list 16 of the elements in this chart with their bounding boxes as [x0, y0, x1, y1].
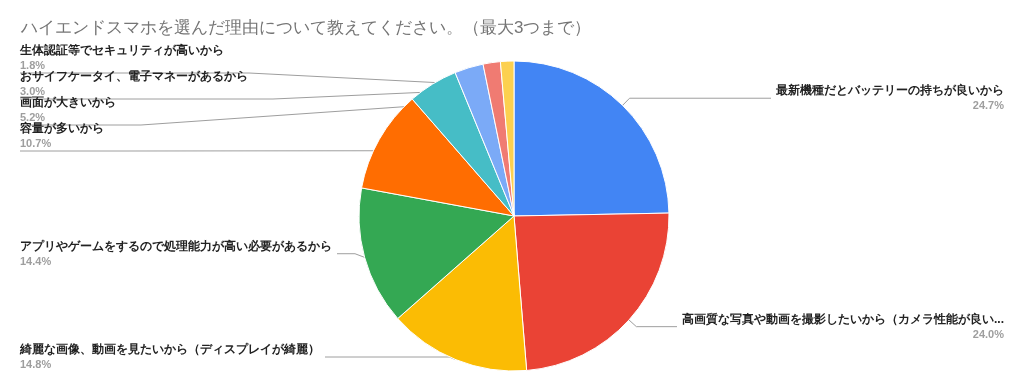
slice-label: アプリやゲームをするので処理能力が高い必要があるから [20, 238, 332, 253]
data-label: 24.7% [972, 99, 1005, 112]
slice-label: 綺麗な画像、動画を見たいから（ディスプレイが綺麗） [19, 342, 320, 356]
data-label: 10.7% [20, 137, 52, 149]
slice-label: 画面が大きいから [20, 95, 116, 109]
slice-label: 高画質な写真や動画を撮影したいから（カメラ性能が良い... [681, 311, 1004, 326]
data-label: 3.0% [20, 85, 46, 97]
data-label: 1.8% [20, 59, 46, 71]
data-label: 14.8% [20, 358, 52, 370]
chart-title: ハイエンドスマホを選んだ理由について教えてください。（最大3つまで） [20, 18, 592, 37]
slice-label: 容量が多いから [19, 121, 104, 135]
slice-label: 生体認証等でセキュリティが高いから [19, 43, 224, 57]
slice-label: 最新機種だとバッテリーの持ちが良いから [775, 83, 1004, 98]
data-label: 24.0% [972, 327, 1005, 340]
slice-label: おサイフケータイ、電子マネーがあるから [20, 69, 248, 83]
data-label: 14.4% [20, 254, 52, 267]
